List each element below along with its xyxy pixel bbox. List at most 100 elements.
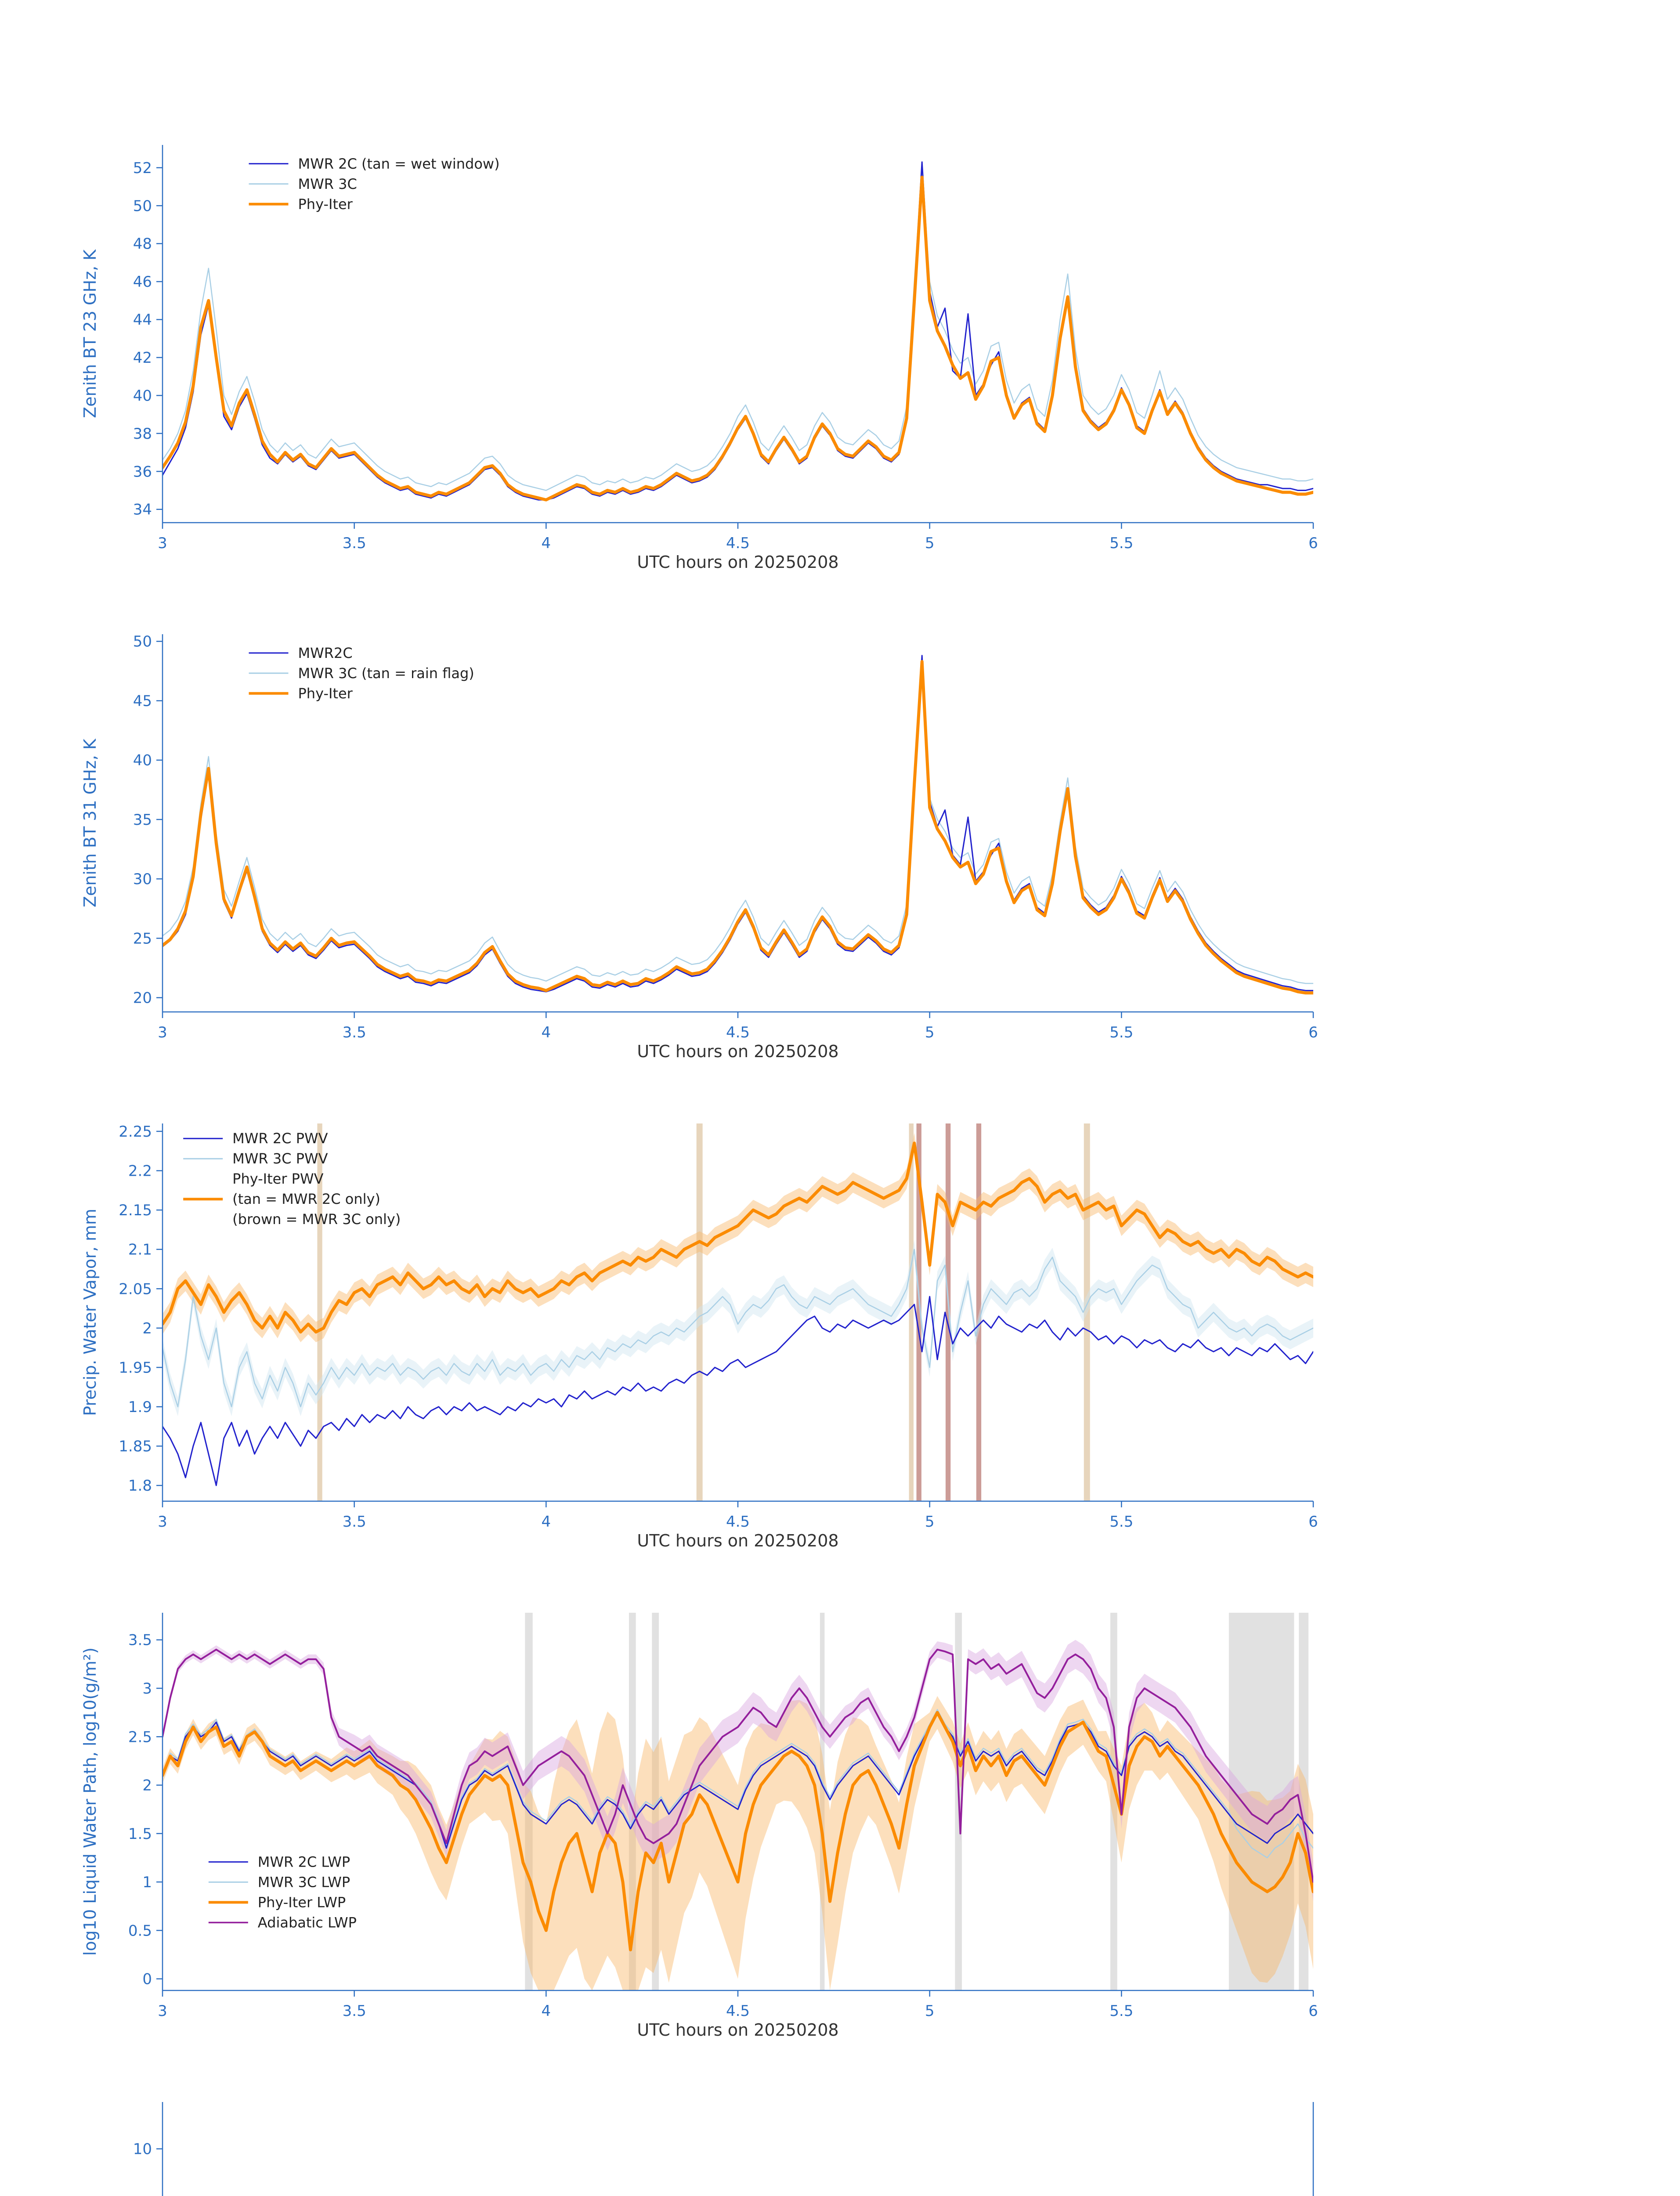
y-tick-label: 2.5 [128, 1728, 152, 1746]
series-line [163, 662, 1313, 984]
legend-label: Phy-Iter [298, 685, 353, 702]
y-tick-label: 2.05 [119, 1280, 152, 1298]
x-tick-label: 3 [158, 535, 167, 552]
x-tick-label: 5 [925, 2002, 935, 2020]
legend-label: Adiabatic LWP [258, 1914, 357, 1931]
y-tick-label: 25 [133, 930, 152, 947]
y-tick-label: 0.5 [128, 1922, 152, 1940]
y-axis-label: Zenith BT 23 GHz, K [80, 249, 100, 418]
y-tick-label: 2 [142, 1777, 152, 1795]
flag-band-gray [1299, 1613, 1309, 1990]
x-tick-label: 6 [1308, 2002, 1318, 2020]
flag-band-tan [909, 1123, 914, 1501]
y-tick-label: 1 [142, 1874, 152, 1891]
y-tick-label: 52 [133, 159, 152, 177]
y-tick-label: 42 [133, 349, 152, 367]
series-line [163, 660, 1313, 995]
x-tick-label: 6 [1308, 1024, 1318, 1041]
x-tick-label: 3 [158, 2002, 167, 2020]
y-tick-label: 2 [142, 1320, 152, 1337]
y-tick-label: 2.1 [128, 1241, 152, 1259]
legend-label: (tan = MWR 2C only) [232, 1191, 380, 1207]
x-tick-label: 3 [158, 1513, 167, 1531]
y-tick-label: 2.2 [128, 1163, 152, 1180]
x-tick-label: 4 [542, 1024, 551, 1041]
y-tick-label: 45 [133, 692, 152, 710]
legend-label: MWR 2C LWP [258, 1853, 350, 1870]
flag-band-gray [1228, 1613, 1294, 1990]
chart-zenith-bt-31ghz: 3 3.5 4 4.5 5 5.5 6 20 25 30 35 40 45 50 MWR2C MWR 3C (… [0, 608, 1680, 1097]
legend-label: MWR 3C [298, 176, 357, 192]
y-tick-label: 1.85 [119, 1438, 152, 1456]
flag-band-brown [976, 1123, 982, 1501]
flag-band-gray [1110, 1613, 1117, 1990]
y-axis-label: Precip. Water Vapor, mm [80, 1208, 100, 1416]
flag-band-gray [652, 1613, 659, 1990]
flag-band-gray [525, 1613, 533, 1990]
legend-label: Phy-Iter PWV [232, 1170, 323, 1187]
x-tick-label: 4.5 [726, 2002, 750, 2020]
series-line [163, 1709, 1313, 1859]
x-tick-label: 3 [158, 1024, 167, 1041]
flag-band-brown [945, 1123, 951, 1501]
legend-label: MWR 2C PWV [232, 1130, 328, 1147]
uncertainty-band [163, 1240, 1313, 1416]
y-tick-label: 50 [133, 633, 152, 650]
y-tick-label: 40 [133, 387, 152, 405]
x-tick-label: 4 [542, 535, 551, 552]
bt31-plot-canvas: 3 3.5 4 4.5 5 5.5 6 20 25 30 35 40 45 50 MWR2C MWR 3C (… [133, 633, 1318, 1041]
y-tick-label: 50 [133, 197, 152, 215]
x-tick-label: 4.5 [726, 1024, 750, 1041]
series-line [163, 1249, 1313, 1408]
legend-label: MWR 2C (tan = wet window) [298, 155, 500, 172]
y-tick-label: 2.15 [119, 1202, 152, 1219]
series-line [163, 1296, 1313, 1486]
x-tick-label: 3.5 [343, 1513, 366, 1531]
y-axis-label: Zenith BT 31 GHz, K [80, 739, 100, 907]
y-tick-label: 2.25 [119, 1123, 152, 1141]
x-axis-label: UTC hours on 20250208 [637, 553, 839, 572]
flag-band-tan [1084, 1123, 1090, 1501]
x-axis-label: UTC hours on 20250208 [637, 1042, 839, 1061]
flag-band-gray [629, 1613, 636, 1990]
bt23-plot-canvas: 3 3.5 4 4.5 5 5.5 6 34 36 38 40 42 44 46 48 50 52 MWR 2C … [133, 145, 1318, 552]
y-tick-label: 46 [133, 273, 152, 291]
pwv-plot-canvas: 3 3.5 4 4.5 5 5.5 6 1.8 1.85 1.9 1.95 2 2.05 2.1 2.15 2… [119, 1123, 1318, 1531]
uncertainty-band [163, 1133, 1313, 1343]
x-tick-label: 5 [925, 1513, 935, 1531]
flag-band-tan [696, 1123, 703, 1501]
x-tick-label: 5.5 [1109, 1513, 1133, 1531]
x-tick-label: 3.5 [343, 2002, 366, 2020]
y-tick-label: 30 [133, 870, 152, 888]
x-tick-label: 4.5 [726, 535, 750, 552]
x-tick-label: 3.5 [343, 1024, 366, 1041]
flag-band-tan [317, 1123, 322, 1501]
y-tick-label: 1.8 [128, 1477, 152, 1495]
legend-label: MWR2C [298, 645, 353, 661]
y-tick-label: 3.5 [128, 1632, 152, 1649]
x-tick-label: 6 [1308, 535, 1318, 552]
x-axis-label: UTC hours on 20250208 [637, 1531, 839, 1550]
chart-liquid-water-path: 3 3.5 4 4.5 5 5.5 6 0 0.5 1 1.5 2 2.5 3 3.5 MWR 2C LWP M… [0, 1586, 1680, 2076]
legend-label: Phy-Iter [298, 196, 353, 213]
legend-label: Phy-Iter LWP [258, 1894, 346, 1911]
series-line [163, 1648, 1313, 1883]
x-tick-label: 5 [925, 535, 935, 552]
lwp-plot-canvas: 3 3.5 4 4.5 5 5.5 6 0 0.5 1 1.5 2 2.5 3 3.5 MWR 2C LWP M… [128, 1613, 1318, 2020]
legend-label: MWR 3C (tan = rain flag) [298, 665, 474, 682]
y-tick-label: 0 [142, 1971, 152, 1988]
x-tick-label: 5 [925, 1024, 935, 1041]
flag-band-gray [820, 1613, 825, 1990]
y-tick-label: 44 [133, 311, 152, 329]
x-tick-label: 6 [1308, 1513, 1318, 1531]
y-tick-label: 38 [133, 425, 152, 443]
x-tick-label: 5.5 [1109, 535, 1133, 552]
x-tick-label: 5.5 [1109, 1024, 1133, 1041]
y-tick-label: 36 [133, 463, 152, 480]
uncertainty-band [163, 1696, 1313, 1990]
x-tick-label: 4 [542, 2002, 551, 2020]
series-line [163, 1141, 1313, 1334]
flag-band-brown [916, 1123, 921, 1501]
y-tick-label: 1.9 [128, 1398, 152, 1416]
legend-label: (brown = MWR 3C only) [232, 1211, 401, 1228]
